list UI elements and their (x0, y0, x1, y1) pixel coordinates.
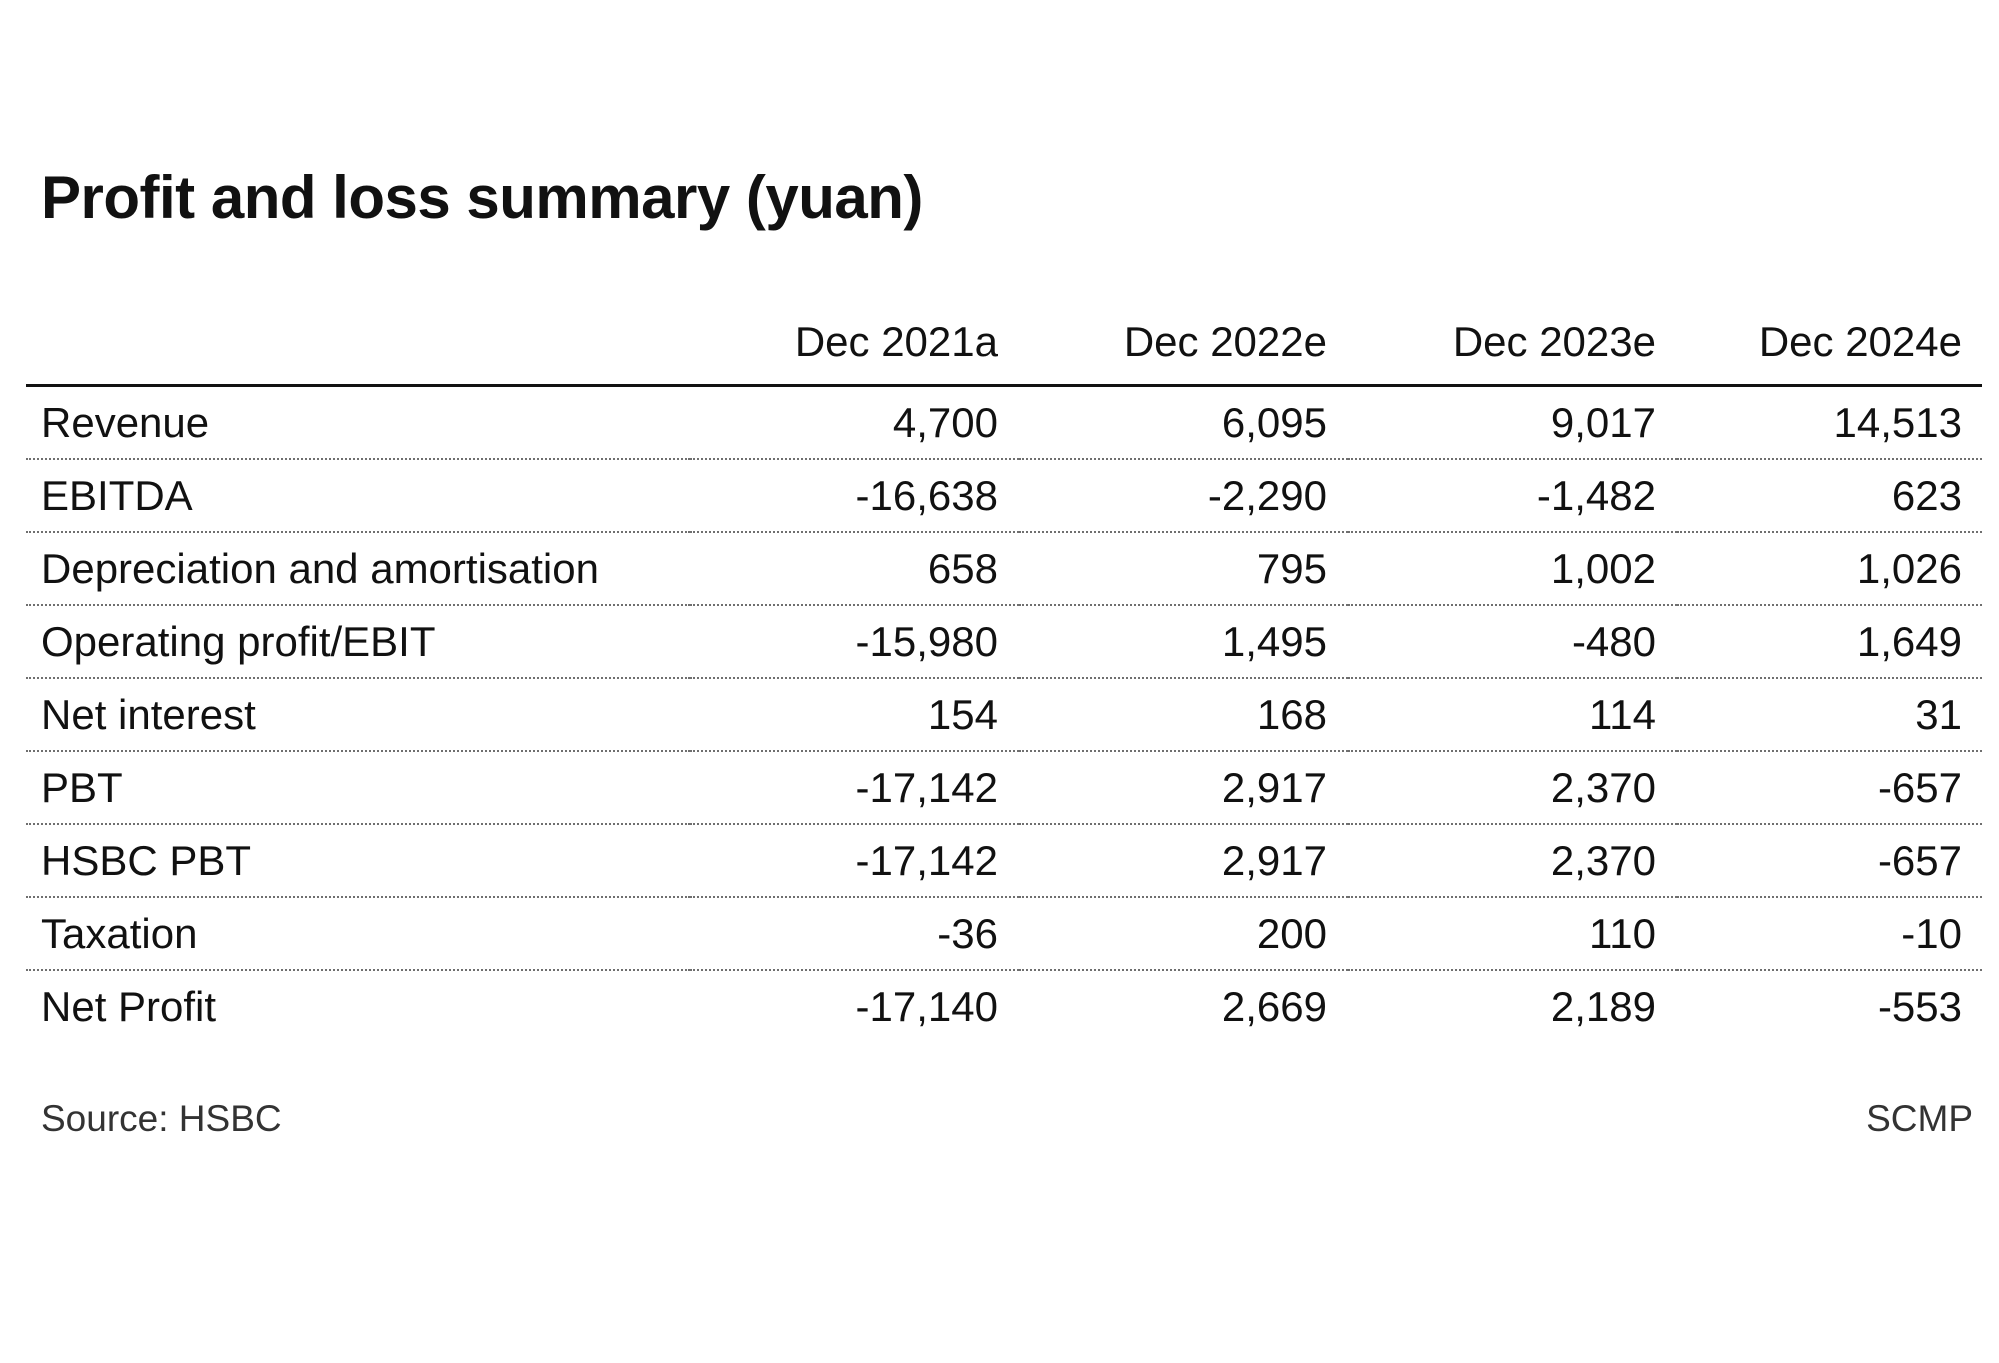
table-row: HSBC PBT -17,142 2,917 2,370 -657 (26, 824, 1982, 898)
table-cell: 154 (690, 678, 1019, 752)
row-label: Depreciation and amortisation (26, 532, 690, 606)
table-cell: 110 (1348, 897, 1677, 971)
publisher-credit: SCMP (1866, 1098, 1973, 1139)
table-cell: 1,495 (1019, 605, 1348, 679)
table-cell: -1,482 (1348, 459, 1677, 533)
table-cell: 1,026 (1677, 532, 1982, 606)
table-cell: 4,700 (690, 385, 1019, 460)
table-cell: 2,669 (1221, 982, 1327, 1030)
row-label: EBITDA (26, 459, 690, 533)
table-cell: -657 (1677, 751, 1982, 825)
table-cell: -36 (690, 897, 1019, 971)
table-cell: -480 (1348, 605, 1677, 679)
table-cell: -17,140 (855, 982, 998, 1030)
table-cell: 6,095 (1019, 385, 1348, 460)
row-label: Revenue (26, 385, 690, 460)
column-header: Dec 2023e (1348, 300, 1677, 387)
table-cell: 9,017 (1348, 385, 1677, 460)
table-cell: -2,290 (1019, 459, 1348, 533)
table-cell: 168 (1019, 678, 1348, 752)
header-row: Dec 2021a Dec 2022e Dec 2023e Dec 2024e (26, 300, 1982, 387)
table-cell: 1,002 (1348, 532, 1677, 606)
table-cell: -10 (1677, 897, 1982, 971)
table-row: EBITDA -16,638 -2,290 -1,482 623 (26, 459, 1982, 533)
table-cell: 2,917 (1019, 751, 1348, 825)
profit-loss-table: Dec 2021a Dec 2022e Dec 2023e Dec 2024e … (26, 300, 1982, 1042)
table-row: Taxation -36 200 110 -10 (26, 897, 1982, 971)
table-cell: 31 (1677, 678, 1982, 752)
table-row: Net Profit -17,140 2,669 2,189 -553 (26, 970, 1982, 1042)
table-cell: 2,189 (1550, 982, 1656, 1030)
column-header: Dec 2024e (1677, 300, 1982, 387)
table-cell: -657 (1677, 824, 1982, 898)
chart-title: Profit and loss summary (yuan) (41, 164, 923, 231)
table-cell: -17,142 (690, 751, 1019, 825)
row-label: HSBC PBT (26, 824, 690, 898)
table-row: Depreciation and amortisation 658 795 1,… (26, 532, 1982, 606)
row-label: Net interest (26, 678, 690, 752)
table-cell: -17,142 (690, 824, 1019, 898)
table-row: Operating profit/EBIT -15,980 1,495 -480… (26, 605, 1982, 679)
table-row: Revenue 4,700 6,095 9,017 14,513 (26, 385, 1982, 460)
table-cell: 2,370 (1348, 751, 1677, 825)
row-label: PBT (26, 751, 690, 825)
column-header: Dec 2021a (690, 300, 1019, 387)
table-cell: 795 (1019, 532, 1348, 606)
table-cell: 1,649 (1677, 605, 1982, 679)
row-label-header (26, 300, 690, 387)
row-label: Net Profit (41, 982, 217, 1030)
table-cell: 200 (1019, 897, 1348, 971)
column-header: Dec 2022e (1019, 300, 1348, 387)
table-cell: 623 (1677, 459, 1982, 533)
table-cell: 2,370 (1348, 824, 1677, 898)
table-cell: 2,917 (1019, 824, 1348, 898)
table-cell: -553 (1877, 982, 1962, 1030)
table-cell: -16,638 (690, 459, 1019, 533)
table-cell: -15,980 (690, 605, 1019, 679)
table-row: PBT -17,142 2,917 2,370 -657 (26, 751, 1982, 825)
table-cell: 114 (1348, 678, 1677, 752)
row-label: Operating profit/EBIT (26, 605, 690, 679)
table-row: Net interest 154 168 114 31 (26, 678, 1982, 752)
table-cell: 658 (690, 532, 1019, 606)
table-cell: 14,513 (1677, 385, 1982, 460)
source-note: Source: HSBC (41, 1098, 282, 1139)
row-label: Taxation (26, 897, 690, 971)
